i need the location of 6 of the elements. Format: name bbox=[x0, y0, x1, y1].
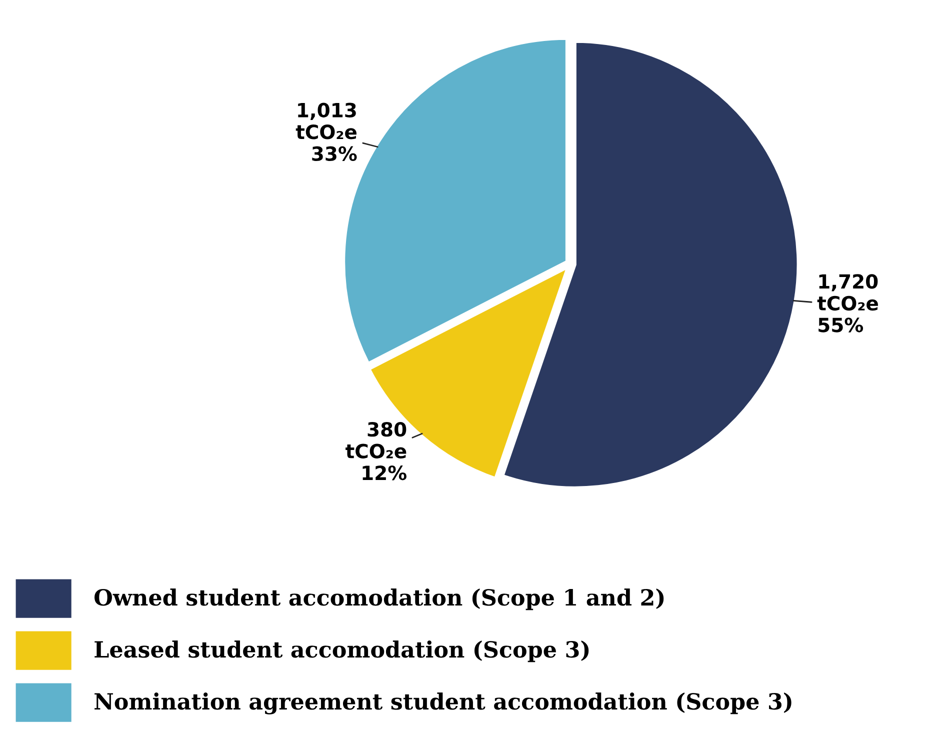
data-label: 1,720 tCO₂e 55% bbox=[817, 274, 878, 332]
legend-label: Owned student accomodation (Scope 1 and 2) bbox=[94, 588, 664, 610]
legend-label: Leased student accomodation (Scope 3) bbox=[94, 640, 589, 662]
data-label: 1,013 tCO₂e 33% bbox=[296, 102, 357, 162]
legend-label: Nomination agreement student accomodation (Scope 3) bbox=[94, 692, 792, 714]
data-label: 380 tCO₂e 12% bbox=[346, 422, 406, 480]
